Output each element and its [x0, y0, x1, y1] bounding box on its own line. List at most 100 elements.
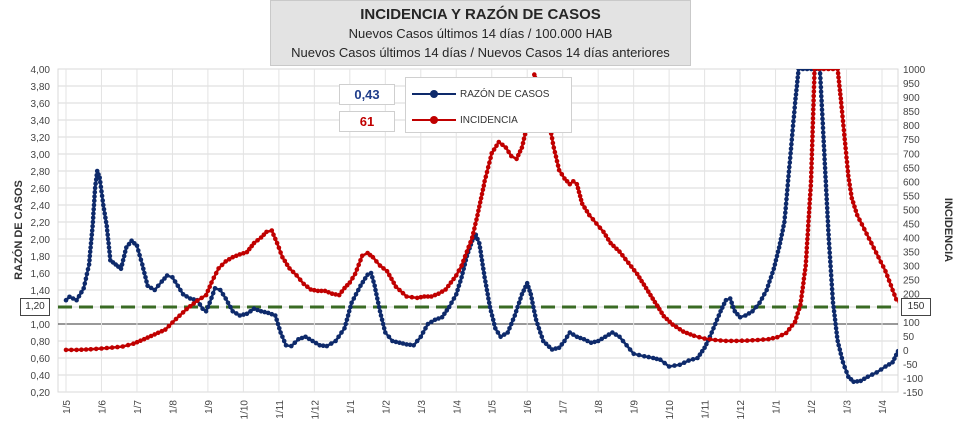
data-point-razon — [342, 326, 347, 331]
data-point-incidencia — [798, 298, 804, 303]
y-axis-right-title: INCIDENCIA — [942, 197, 954, 263]
data-point-razon — [356, 287, 361, 293]
data-point-razon — [818, 84, 824, 90]
y-right-tick-label: 450 — [903, 219, 920, 230]
data-point-incidencia — [464, 249, 470, 254]
data-point-razon — [423, 326, 428, 331]
data-point-razon — [723, 297, 729, 303]
data-point-incidencia — [806, 210, 812, 215]
data-point-incidencia — [853, 208, 859, 214]
data-point-razon — [837, 347, 843, 352]
data-point-incidencia — [811, 80, 817, 85]
data-point-incidencia — [377, 263, 383, 268]
data-point-incidencia — [552, 149, 558, 155]
data-point-incidencia — [707, 337, 713, 342]
data-point-incidencia — [166, 323, 172, 329]
data-point-razon — [581, 337, 587, 342]
data-point-incidencia — [848, 191, 854, 196]
data-point-incidencia — [838, 100, 844, 105]
data-point-razon — [258, 309, 264, 314]
data-point-incidencia — [718, 338, 723, 343]
data-point-razon — [704, 341, 709, 347]
data-point-razon — [869, 372, 875, 377]
y-right-tick-label: 350 — [903, 248, 920, 259]
data-point-incidencia — [514, 156, 519, 162]
data-point-incidencia — [491, 147, 497, 152]
data-point-razon — [283, 343, 289, 348]
data-point-razon — [358, 283, 363, 289]
data-point-incidencia — [358, 258, 363, 263]
data-point-incidencia — [805, 236, 810, 242]
data-point-razon — [795, 79, 800, 85]
y-right-tick-label: 550 — [903, 191, 920, 202]
data-point-razon — [178, 287, 183, 293]
data-point-razon — [830, 300, 836, 306]
data-point-razon — [533, 317, 539, 323]
data-point-razon — [104, 224, 110, 229]
data-point-razon — [666, 364, 672, 369]
data-point-razon — [820, 116, 825, 122]
data-point-razon — [490, 317, 496, 323]
data-point-razon — [825, 223, 831, 228]
data-point-incidencia — [840, 114, 845, 119]
data-point-razon — [792, 109, 797, 115]
data-point-incidencia — [809, 165, 814, 171]
data-point-razon — [292, 340, 298, 346]
data-point-incidencia — [290, 269, 296, 275]
data-point-razon — [826, 241, 832, 246]
data-point-razon — [789, 137, 795, 142]
data-point-razon — [892, 356, 897, 361]
data-point-razon — [74, 297, 79, 303]
data-point-razon — [265, 310, 271, 316]
data-point-incidencia — [397, 287, 402, 293]
data-point-razon — [627, 347, 633, 352]
data-point-incidencia — [439, 289, 445, 294]
data-point-incidencia — [571, 179, 576, 184]
data-point-razon — [411, 343, 417, 348]
data-point-razon — [172, 279, 178, 284]
legend-label-razon: RAZÓN DE CASOS — [460, 88, 550, 100]
data-point-razon — [241, 312, 246, 317]
data-point-razon — [796, 69, 801, 72]
data-point-razon — [824, 201, 830, 206]
data-point-incidencia — [184, 306, 189, 312]
data-point-razon — [140, 262, 145, 267]
data-point-incidencia — [466, 244, 472, 250]
data-point-incidencia — [654, 303, 660, 308]
data-point-incidencia — [798, 302, 803, 308]
data-point-incidencia — [845, 164, 850, 169]
y-left-tick-label: 0,40 — [31, 371, 51, 382]
data-point-incidencia — [866, 236, 872, 241]
data-point-razon — [819, 98, 824, 103]
data-point-incidencia — [315, 288, 321, 294]
data-point-razon — [81, 286, 86, 291]
series-group — [63, 69, 898, 385]
data-point-incidencia — [554, 158, 560, 164]
data-point-razon — [709, 330, 714, 335]
data-point-incidencia — [88, 347, 94, 352]
data-point-incidencia — [448, 280, 454, 285]
data-point-razon — [787, 164, 792, 170]
data-point-razon — [759, 296, 765, 301]
data-point-incidencia — [643, 285, 649, 291]
data-point-razon — [351, 296, 357, 301]
data-point-razon — [531, 304, 536, 310]
data-point-razon — [76, 293, 82, 299]
data-point-incidencia — [477, 200, 483, 205]
reference-value-left: 1,20 — [20, 298, 50, 316]
y-left-tick-label: 2,00 — [31, 235, 51, 246]
data-point-incidencia — [617, 249, 622, 254]
data-point-razon — [451, 296, 457, 301]
data-point-incidencia — [673, 324, 679, 330]
data-point-razon — [775, 249, 781, 255]
data-point-razon — [833, 321, 838, 327]
data-point-incidencia — [163, 327, 168, 332]
data-point-incidencia — [637, 275, 642, 280]
data-point-razon — [175, 283, 181, 289]
x-tick-label: 1/7 — [133, 400, 144, 414]
data-point-incidencia — [893, 297, 898, 302]
data-point-incidencia — [287, 266, 292, 271]
data-point-razon — [142, 270, 147, 276]
data-point-incidencia — [191, 301, 196, 306]
data-point-incidencia — [811, 93, 816, 99]
